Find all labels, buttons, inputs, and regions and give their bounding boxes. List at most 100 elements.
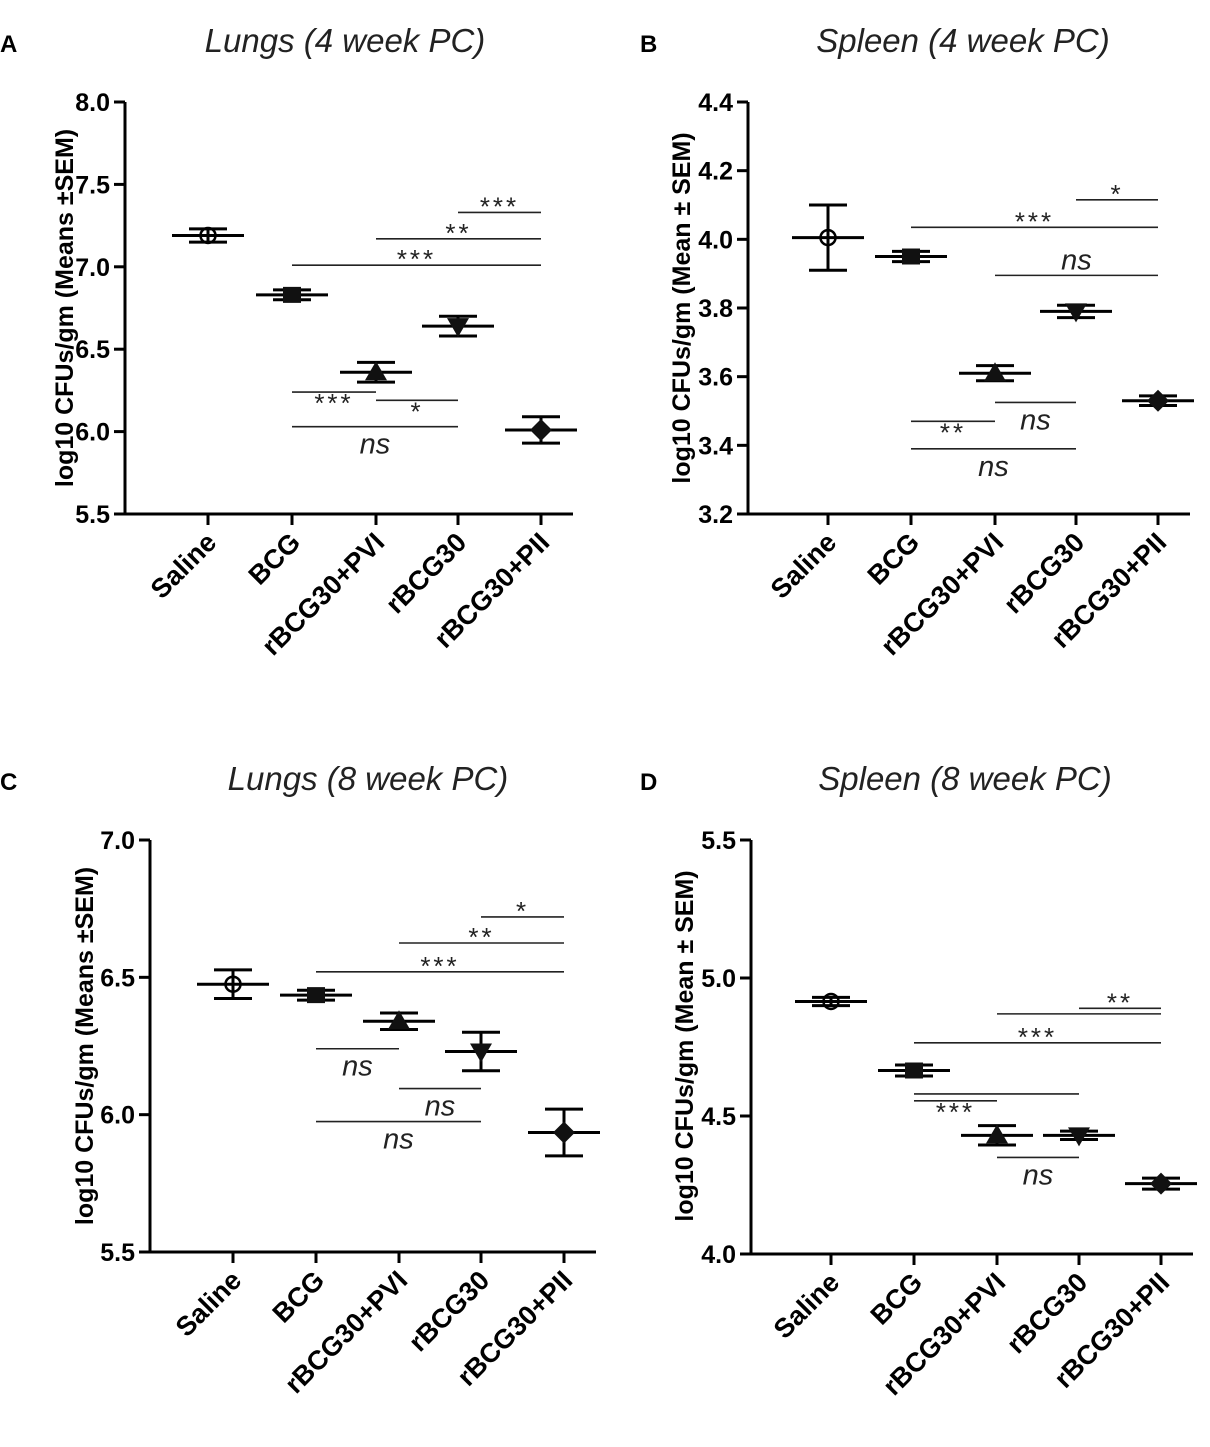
marker-triangle-down [447, 318, 469, 338]
y-tick-label: 5.5 [75, 501, 110, 529]
significance-label: * [516, 896, 529, 926]
marker-diamond [1147, 389, 1169, 412]
significance-label: *** [480, 191, 519, 221]
data-point [172, 226, 244, 245]
x-tick-label: Saline [765, 527, 842, 604]
data-point [1040, 303, 1112, 323]
significance-label: *** [1015, 206, 1054, 236]
significance-label: *** [314, 388, 353, 418]
y-tick-label: 3.2 [698, 501, 733, 529]
significance-label: ** [468, 922, 494, 952]
y-tick-label: 4.2 [698, 158, 733, 186]
y-tick-label: 7.0 [100, 827, 135, 855]
significance-label: *** [936, 1097, 975, 1127]
x-tick-label: Saline [170, 1265, 247, 1342]
marker-circle [224, 975, 242, 993]
y-tick-label: 4.0 [701, 1241, 736, 1269]
significance-label: ** [1107, 987, 1133, 1017]
y-tick-label: 5.5 [701, 827, 736, 855]
y-tick-label: 3.4 [698, 432, 733, 460]
panel-c-letter: C [0, 769, 17, 796]
marker-triangle-down [1068, 1127, 1090, 1147]
significance-label: ns [360, 429, 391, 461]
data-point [1125, 1172, 1197, 1195]
data-point [528, 1107, 600, 1158]
significance-label: *** [420, 951, 459, 981]
data-point [256, 286, 328, 303]
x-tick-label: BCG [865, 1267, 929, 1331]
marker-triangle-up [388, 1010, 410, 1030]
significance-label: * [410, 396, 423, 426]
significance-label: *** [1018, 1022, 1057, 1052]
data-point [795, 992, 867, 1011]
significance-label: * [1110, 179, 1123, 209]
significance-label: ** [940, 417, 966, 447]
panel-d: D Spleen (8 week PC) log10 CFUs/gm (Mean… [640, 760, 1197, 1401]
marker-square [307, 987, 325, 1004]
panel-a-y-axis-label: log10 CFUs/gm (Means ±SEM) [51, 129, 79, 487]
marker-circle [199, 226, 217, 245]
marker-circle [819, 228, 837, 247]
significance-label: ns [383, 1124, 414, 1156]
marker-triangle-down [470, 1043, 492, 1063]
y-tick-label: 3.8 [698, 295, 733, 323]
panel-b-title: Spleen (4 week PC) [816, 22, 1109, 59]
significance-label: *** [397, 244, 436, 274]
significance-label: ns [342, 1051, 373, 1083]
y-tick-label: 6.0 [100, 1102, 135, 1130]
x-tick-label: Saline [768, 1267, 845, 1344]
y-tick-label: 6.0 [75, 419, 110, 447]
panel-c-y-axis-label: log10 CFUs/gm (Means ±SEM) [71, 867, 99, 1225]
marker-square [283, 286, 301, 303]
x-tick-label: Saline [145, 527, 222, 604]
panel-c-title: Lungs (8 week PC) [228, 760, 509, 797]
marker-circle [822, 992, 840, 1011]
y-tick-label: 6.5 [100, 964, 135, 992]
panel-a-letter: A [0, 31, 17, 58]
x-tick-label: BCG [862, 527, 926, 591]
panel-a: A Lungs (4 week PC) log10 CFUs/gm (Means… [0, 22, 577, 661]
significance-label: ** [445, 218, 471, 248]
data-point [197, 968, 269, 1000]
significance-label: ns [978, 451, 1009, 483]
y-tick-label: 3.6 [698, 364, 733, 392]
data-point [363, 1010, 435, 1032]
significance-label: ns [1020, 404, 1051, 436]
panel-b: B Spleen (4 week PC) log10 CFUs/gm (Mean… [640, 22, 1194, 661]
panel-b-letter: B [640, 31, 657, 58]
y-tick-label: 5.5 [100, 1239, 135, 1267]
marker-diamond [530, 418, 552, 441]
data-point [505, 415, 577, 445]
significance-label: ns [1061, 244, 1092, 276]
y-tick-label: 4.0 [698, 226, 733, 254]
data-point [1043, 1127, 1115, 1147]
significance-label: ns [425, 1091, 456, 1123]
marker-square [905, 1062, 923, 1079]
y-tick-label: 4.5 [701, 1103, 736, 1131]
marker-triangle-up [365, 361, 387, 381]
data-point [878, 1062, 950, 1079]
y-tick-label: 5.0 [701, 965, 736, 993]
data-point [280, 987, 352, 1004]
marker-diamond [1150, 1172, 1172, 1195]
marker-square [902, 248, 920, 265]
panel-a-title: Lungs (4 week PC) [205, 22, 486, 59]
data-point [875, 248, 947, 265]
y-tick-label: 6.5 [75, 336, 110, 364]
data-point [1122, 389, 1194, 412]
data-point [445, 1030, 517, 1073]
panel-d-y-axis-label: log10 CFUs/gm (Mean ± SEM) [671, 870, 699, 1221]
marker-triangle-up [984, 362, 1006, 382]
significance-label: ns [1023, 1159, 1054, 1191]
panel-b-y-axis-label: log10 CFUs/gm (Mean ± SEM) [668, 132, 696, 483]
data-point [340, 360, 412, 384]
x-tick-label: BCG [267, 1265, 331, 1329]
marker-triangle-down [1065, 303, 1087, 323]
panel-c: C Lungs (8 week PC) log10 CFUs/gm (Means… [0, 760, 600, 1399]
data-point [422, 314, 494, 338]
